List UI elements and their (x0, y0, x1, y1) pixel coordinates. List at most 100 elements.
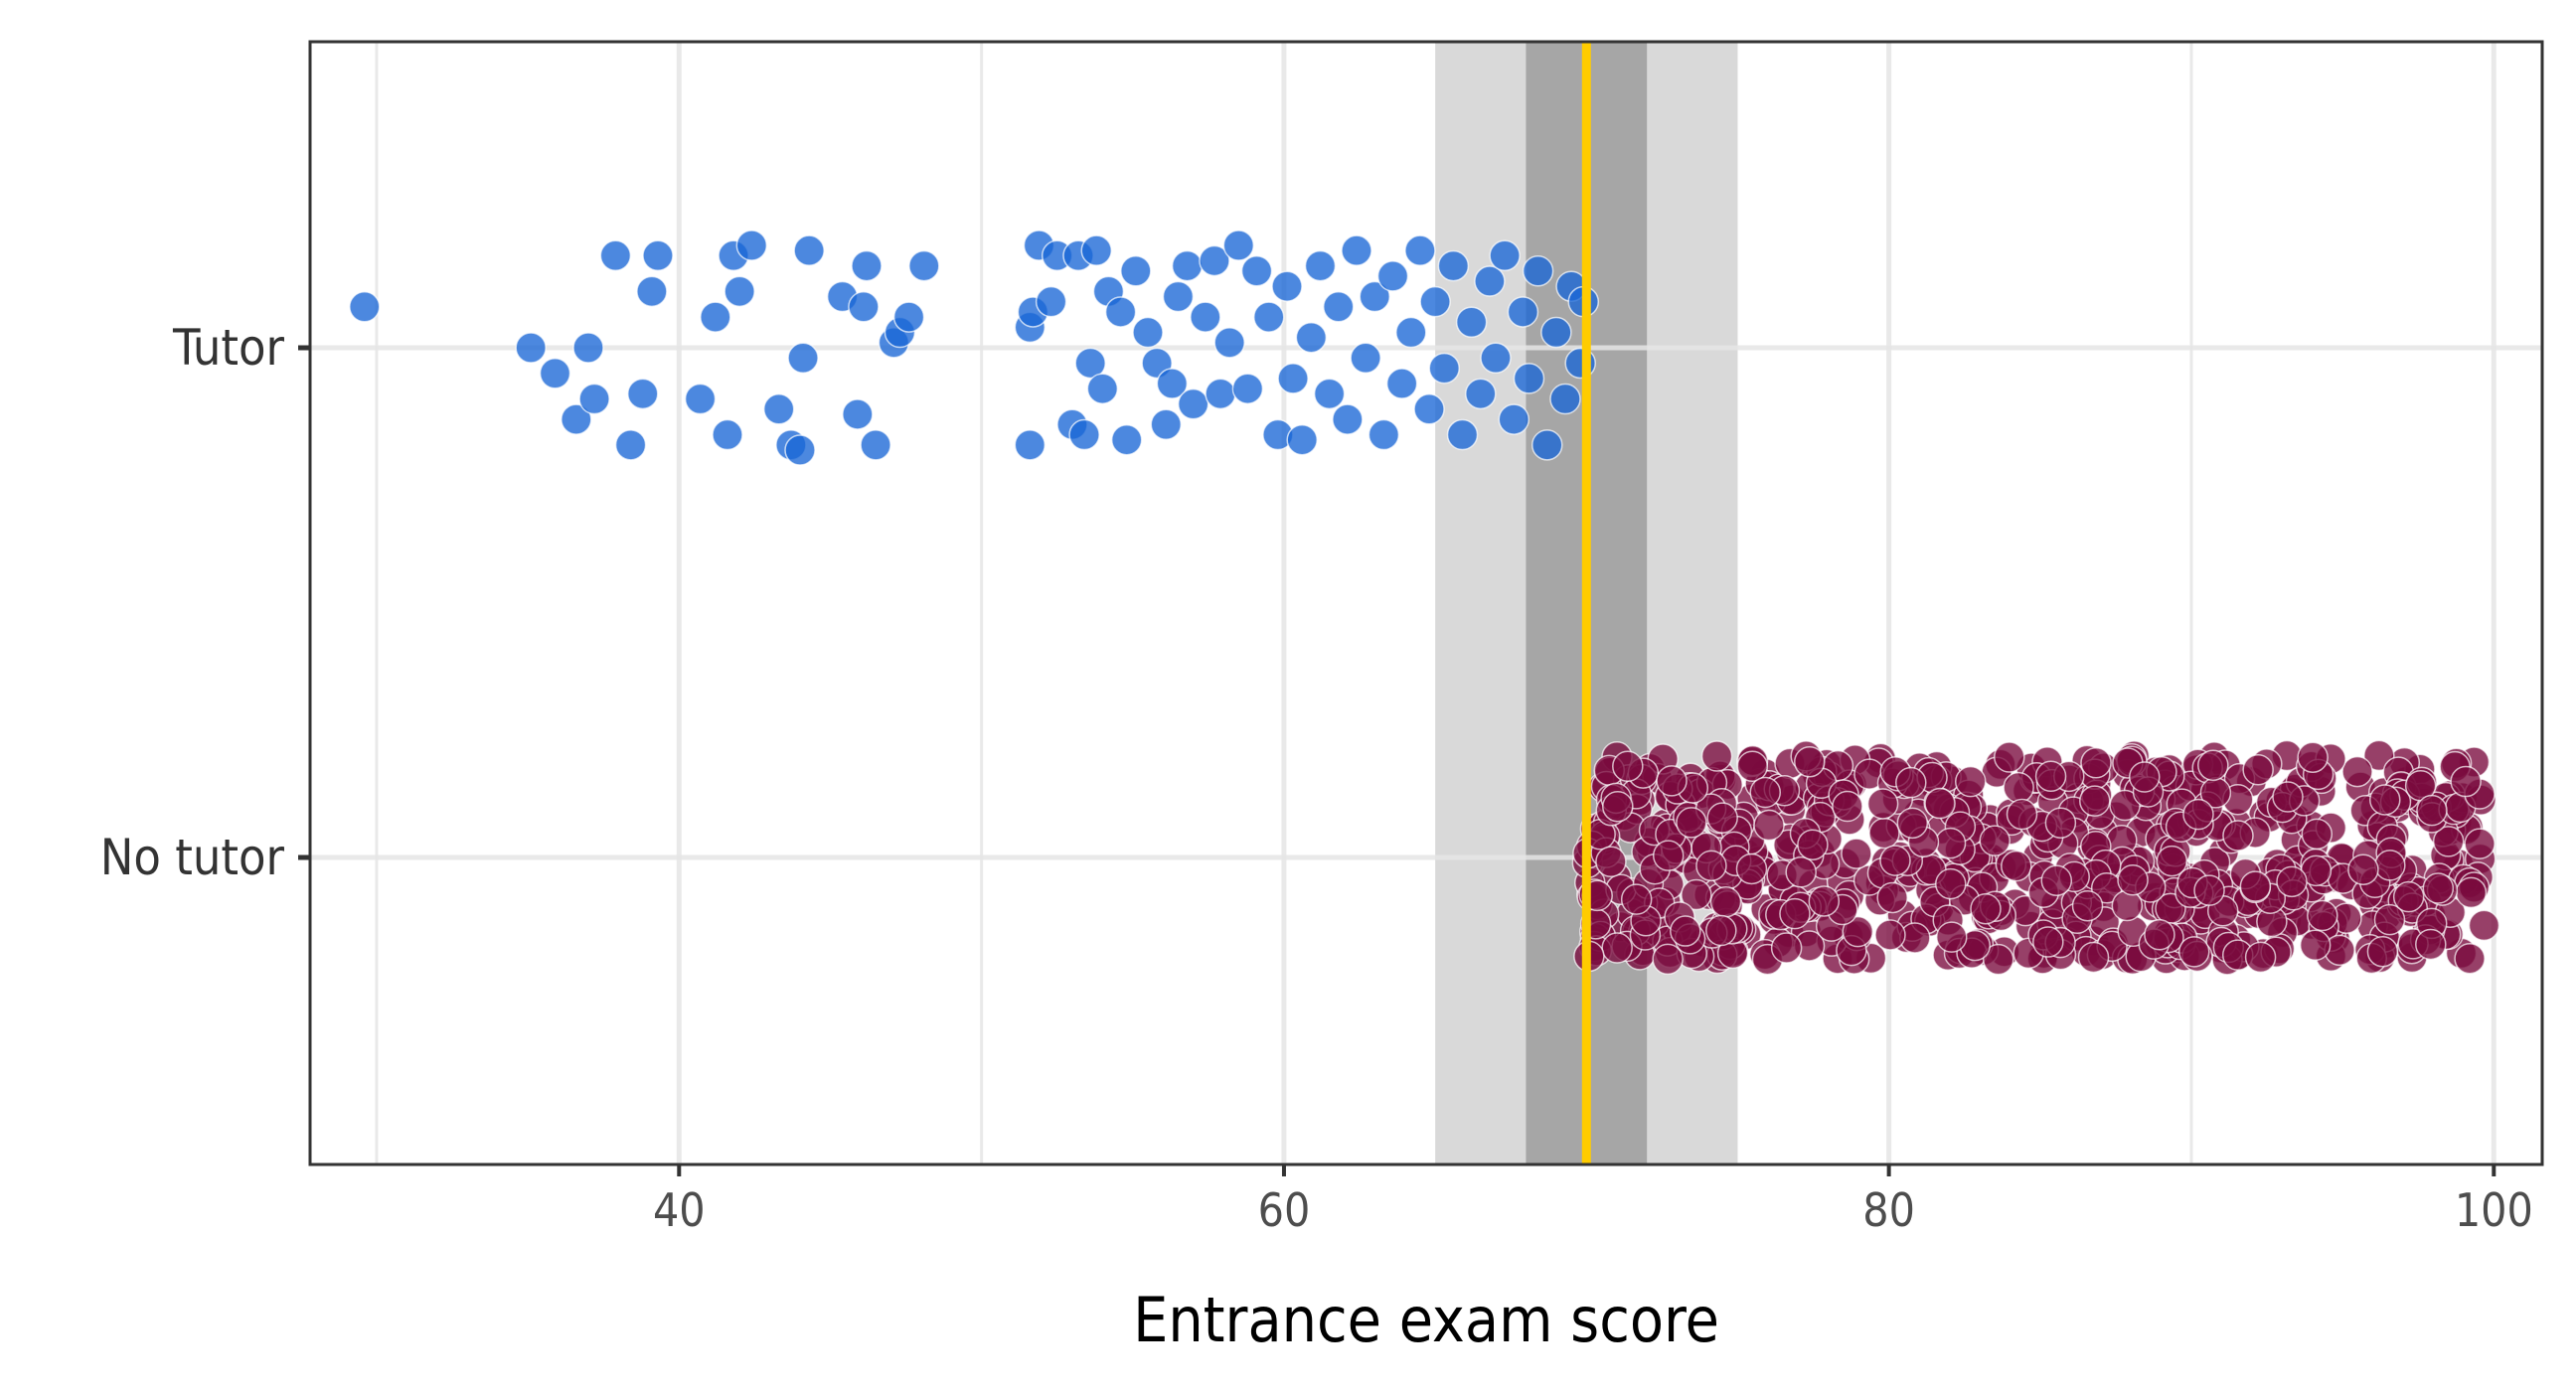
tutor-point (1171, 249, 1204, 282)
tutor-point (1110, 423, 1143, 456)
tutor-point (561, 403, 592, 435)
tutor-point (349, 291, 381, 323)
tutor-point (787, 342, 819, 375)
tutor-point (1359, 280, 1391, 313)
no-tutor-point (2111, 889, 2144, 922)
tutor-point (1419, 285, 1451, 318)
tutor-point (1068, 418, 1100, 451)
tutor-point (1190, 301, 1221, 333)
x-axis-title: Entrance exam score (1133, 1284, 1719, 1356)
no-tutor-point (2144, 919, 2175, 951)
no-tutor-point (2341, 755, 2373, 788)
tutor-point (1437, 249, 1470, 282)
no-tutor-point (2374, 850, 2406, 881)
no-tutor-point (1866, 788, 1899, 820)
tutor-point (1465, 378, 1497, 410)
no-tutor-point (1681, 878, 1712, 911)
tutor-point (700, 301, 731, 333)
tutor-point (735, 230, 768, 261)
no-tutor-point (2222, 820, 2254, 852)
no-tutor-point (2347, 853, 2379, 885)
tutor-point (1489, 239, 1521, 272)
no-tutor-point (1868, 817, 1900, 850)
tutor-point (515, 332, 547, 364)
tutor-point (1252, 301, 1285, 333)
tutor-point (762, 393, 795, 425)
no-tutor-point (1935, 921, 1968, 953)
tutor-point (1322, 291, 1355, 323)
no-tutor-point (1982, 943, 2014, 976)
y-tick-label: No tutor (100, 829, 285, 886)
no-tutor-point (1841, 838, 1872, 869)
no-tutor-point (2239, 870, 2272, 902)
no-tutor-point (1874, 919, 1906, 951)
no-tutor-point (1601, 932, 1633, 964)
x-tick-label: 80 (1862, 1183, 1915, 1237)
no-tutor-point (2455, 876, 2488, 909)
no-tutor-point (2040, 864, 2073, 896)
tutor-point (1522, 255, 1554, 287)
no-tutor-point (2079, 785, 2111, 817)
no-tutor-point (1994, 741, 2025, 773)
tutor-point (578, 383, 610, 415)
no-tutor-point (2193, 874, 2225, 906)
x-tick-label: 40 (653, 1183, 706, 1237)
no-tutor-point (1955, 765, 1987, 798)
no-tutor-point (2415, 928, 2447, 961)
tutor-point (572, 332, 604, 364)
no-tutor-point (2373, 903, 2406, 936)
no-tutor-point (2366, 935, 2399, 968)
no-tutor-point (2197, 749, 2229, 782)
no-tutor-point (2297, 741, 2329, 773)
no-tutor-point (2432, 826, 2465, 857)
panel-border (308, 40, 2544, 1166)
no-tutor-point (2416, 794, 2448, 827)
y-tick-label: Tutor (172, 319, 285, 377)
tutor-point (1104, 296, 1137, 328)
no-tutor-point (2080, 747, 2112, 779)
no-tutor-point (2242, 754, 2274, 786)
no-tutor-point (1797, 829, 1829, 860)
no-tutor-point (2156, 845, 2188, 877)
tutor-point (1446, 418, 1479, 451)
tutor-point (1086, 373, 1119, 404)
tutor-point (1199, 244, 1230, 277)
no-tutor-point (1876, 881, 1908, 914)
no-tutor-point (1735, 852, 1768, 885)
tutor-point (1080, 234, 1113, 266)
no-tutor-point (1652, 840, 1685, 871)
no-tutor-point (1770, 932, 1803, 964)
tutor-point (784, 434, 816, 466)
tutor-point (1455, 306, 1488, 338)
no-tutor-point (2071, 889, 2104, 922)
tutor-point (1549, 383, 1581, 415)
no-tutor-point (2422, 872, 2455, 904)
x-axis: 40 60 80 100 (653, 1164, 2533, 1237)
no-tutor-point (2464, 828, 2496, 859)
y-axis: Tutor No tutor (100, 319, 310, 886)
no-tutor-point (2244, 941, 2277, 974)
tutor-point (1277, 363, 1309, 394)
tutor-point (1286, 423, 1318, 456)
no-tutor-point (1656, 765, 1688, 797)
panel-background (310, 42, 2542, 1164)
no-tutor-point (2276, 865, 2308, 898)
no-tutor-point (1808, 885, 1841, 917)
no-tutor-point (1879, 845, 1911, 876)
tutor-point (1428, 352, 1461, 385)
no-tutor-point (1924, 787, 1956, 820)
no-tutor-points (1571, 739, 2500, 976)
tutor-point (842, 398, 874, 430)
tutor-point (848, 291, 880, 323)
no-tutor-point (1753, 809, 1785, 842)
tutor-point (1035, 285, 1067, 318)
tutor-point (1132, 316, 1164, 349)
no-tutor-point (2369, 784, 2401, 816)
tutor-point (1162, 280, 1195, 313)
no-tutor-point (1842, 915, 1874, 948)
no-tutor-point (2044, 807, 2077, 839)
no-tutor-point (1896, 807, 1929, 840)
no-tutor-point (1779, 897, 1811, 930)
no-tutor-point (1652, 943, 1684, 976)
